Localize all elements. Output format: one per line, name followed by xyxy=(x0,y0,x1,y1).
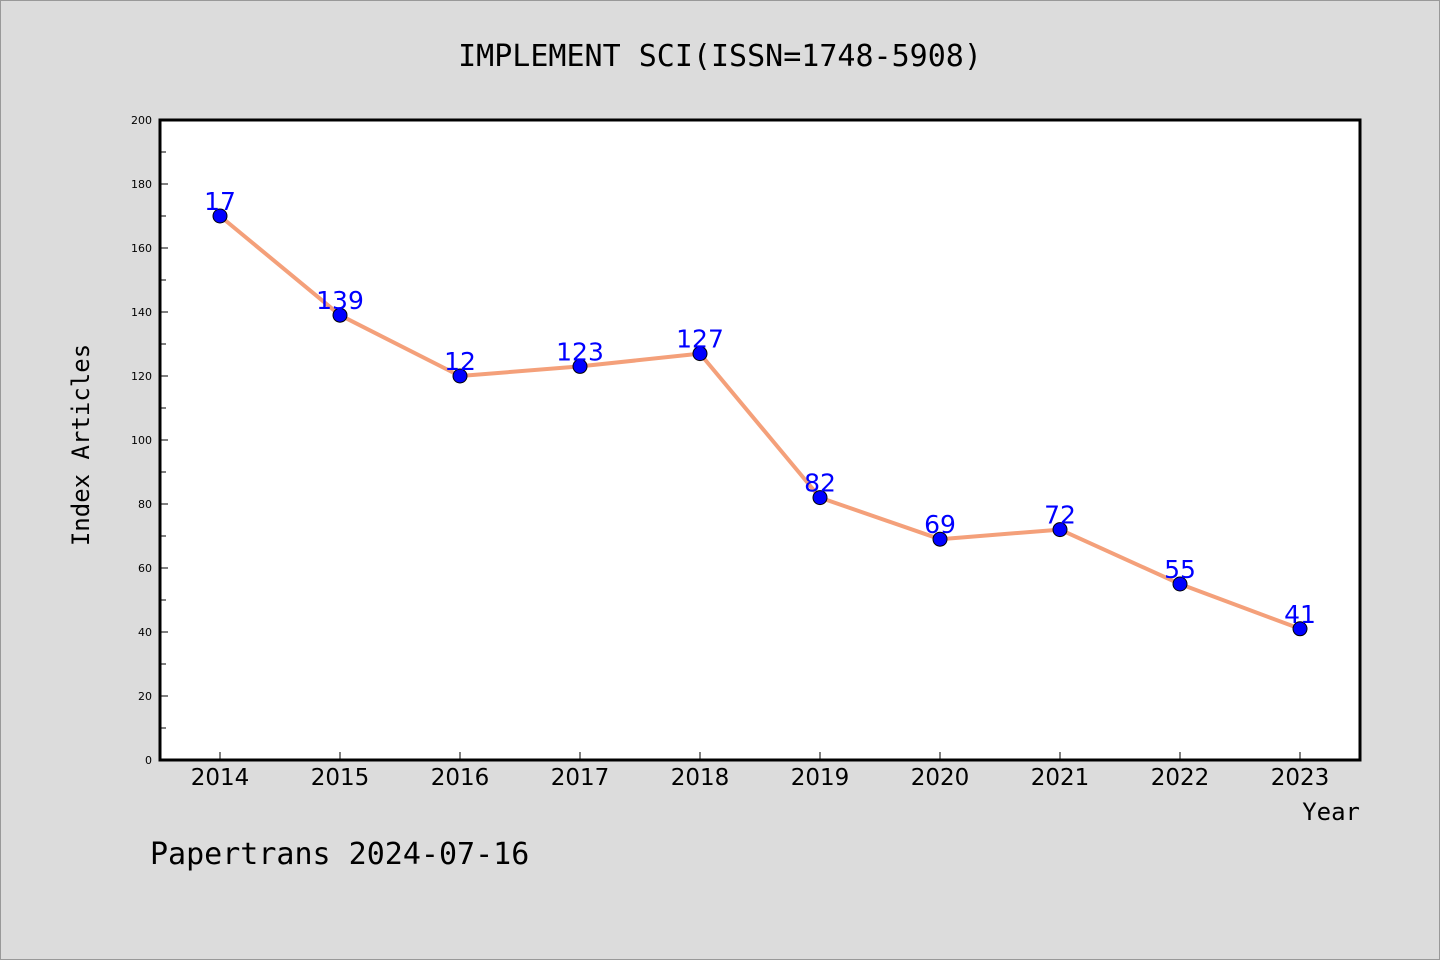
y-tick-label: 20 xyxy=(138,690,152,703)
data-label: 17 xyxy=(204,187,236,216)
plot-area xyxy=(158,118,1362,762)
y-axis: 0 20 40 60 80 100 120 140 160 180 200 xyxy=(131,114,168,767)
y-tick-label: 160 xyxy=(131,242,152,255)
y-axis-title: Index Articles xyxy=(67,344,95,546)
x-tick-label: 2016 xyxy=(431,765,490,791)
data-label: 41 xyxy=(1284,600,1316,629)
x-tick-label: 2015 xyxy=(311,765,370,791)
x-tick-label: 2020 xyxy=(911,765,970,791)
x-tick-label: 2022 xyxy=(1151,765,1210,791)
y-tick-label: 80 xyxy=(138,498,152,511)
y-tick-label: 60 xyxy=(138,562,152,575)
data-label: 55 xyxy=(1164,555,1196,584)
x-tick-label: 2014 xyxy=(191,765,250,791)
data-point xyxy=(332,307,348,323)
x-tick-label: 2018 xyxy=(671,765,730,791)
data-label: 72 xyxy=(1044,501,1076,530)
chart-title: IMPLEMENT SCI(ISSN=1748-5908) xyxy=(458,39,982,74)
x-axis: 2014 2015 2016 2017 2018 2019 2020 2021 2022 2023 xyxy=(191,752,1330,791)
x-tick-label: 2021 xyxy=(1031,765,1090,791)
data-point xyxy=(812,490,828,506)
footer-source-date: Papertrans 2024-07-16 xyxy=(150,837,529,872)
data-point xyxy=(212,208,228,224)
data-point xyxy=(572,358,588,374)
x-tick-label: 2019 xyxy=(791,765,850,791)
data-label: 139 xyxy=(316,286,364,315)
x-tick-label: 2017 xyxy=(551,765,610,791)
data-label: 82 xyxy=(804,469,836,498)
data-label: 123 xyxy=(556,337,604,366)
x-tick-label: 2023 xyxy=(1271,765,1330,791)
y-tick-label: 200 xyxy=(131,114,152,127)
data-point xyxy=(1052,522,1068,538)
series-line xyxy=(218,214,1302,631)
data-point xyxy=(932,531,948,547)
data-point xyxy=(1292,621,1308,637)
y-tick-label: 40 xyxy=(138,626,152,639)
y-tick-label: 120 xyxy=(131,370,152,383)
data-series: 17 139 12 123 127 82 69 72 55 41 xyxy=(204,187,1316,637)
data-label: 12 xyxy=(444,347,476,376)
y-tick-label: 100 xyxy=(131,434,152,447)
data-point xyxy=(1172,576,1188,592)
y-tick-label: 180 xyxy=(131,178,152,191)
data-label: 127 xyxy=(676,325,724,354)
x-axis-title: Year xyxy=(1302,798,1360,826)
y-tick-label: 0 xyxy=(145,754,152,767)
y-tick-label: 140 xyxy=(131,306,152,319)
data-point xyxy=(452,368,468,384)
data-label: 69 xyxy=(924,510,956,539)
data-point xyxy=(692,346,708,362)
